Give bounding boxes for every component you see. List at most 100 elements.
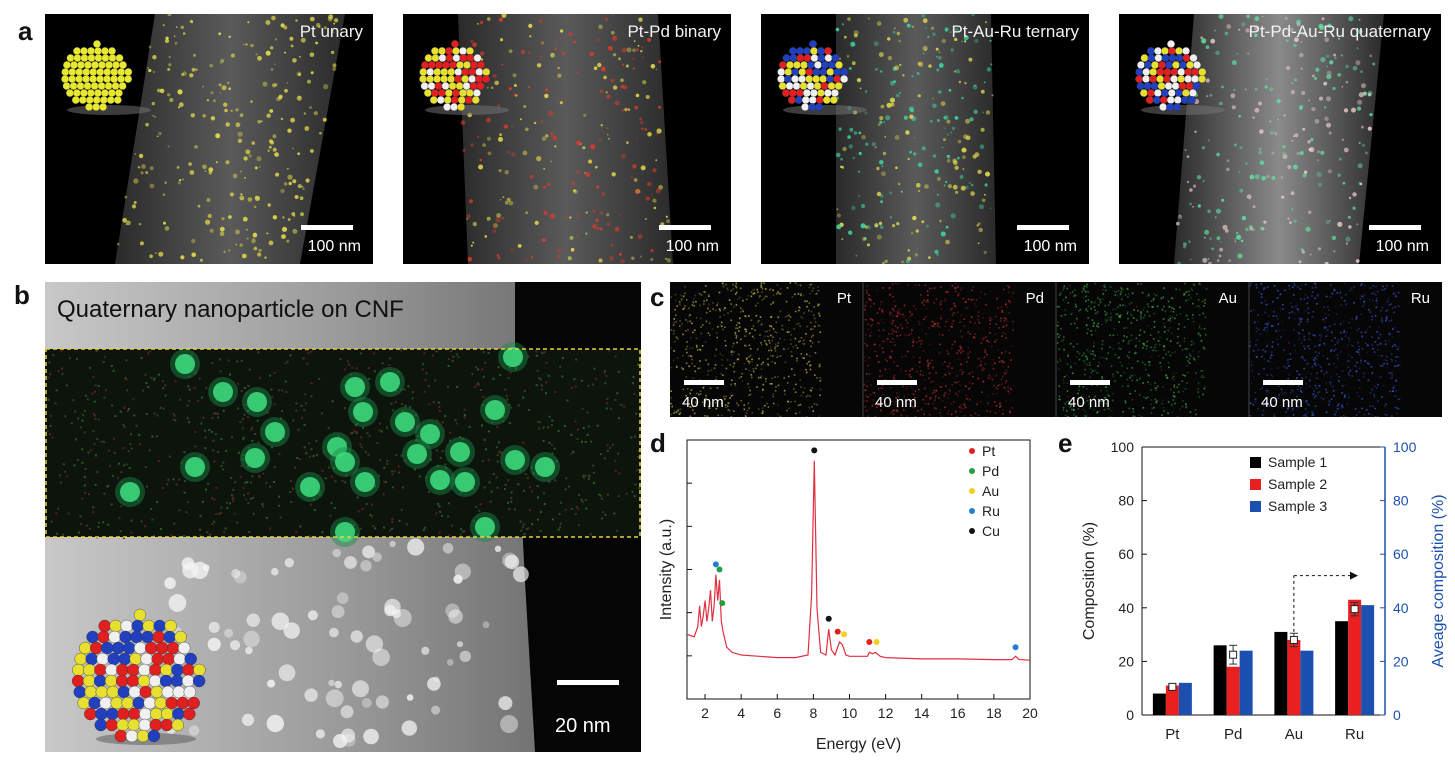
map-signal xyxy=(1203,348,1206,350)
map-signal xyxy=(1138,414,1141,417)
nanoparticle xyxy=(622,63,625,66)
map-signal xyxy=(977,366,979,368)
nanoparticle xyxy=(1321,17,1325,21)
nanoparticle xyxy=(937,56,942,60)
map-signal xyxy=(1275,315,1278,317)
map-signal xyxy=(970,414,972,417)
atom xyxy=(106,685,120,699)
map-signal xyxy=(911,367,913,370)
map-signal xyxy=(1126,378,1129,381)
map-signal xyxy=(1171,377,1174,380)
nanoparticle xyxy=(569,216,572,219)
map-signal xyxy=(1339,351,1342,353)
nanoparticle xyxy=(974,38,979,43)
map-signal xyxy=(1130,374,1133,377)
map-signal xyxy=(1320,366,1322,368)
map-noise xyxy=(306,349,309,352)
nanoparticle xyxy=(548,110,554,116)
map-noise xyxy=(257,441,260,444)
map-signal xyxy=(760,363,763,366)
map-signal xyxy=(1386,315,1388,318)
nanoparticle xyxy=(554,47,558,51)
map-signal xyxy=(870,299,872,301)
nanoparticle xyxy=(254,166,258,170)
map-signal xyxy=(799,340,801,342)
map-signal xyxy=(1109,286,1111,288)
map-noise xyxy=(608,349,611,352)
map-noise xyxy=(281,389,284,392)
panel-label-a: a xyxy=(18,16,33,46)
map-signal xyxy=(1121,364,1123,367)
map-noise xyxy=(82,413,85,416)
map-signal xyxy=(759,316,762,318)
map-signal xyxy=(987,402,989,405)
map-signal xyxy=(1086,310,1089,312)
nanoparticle xyxy=(1214,216,1217,219)
atom xyxy=(796,47,804,55)
nanoparticle xyxy=(1299,151,1304,155)
map-signal xyxy=(1159,336,1161,338)
map-signal xyxy=(1364,331,1367,334)
map-noise xyxy=(539,510,542,513)
map-signal xyxy=(955,287,957,289)
map-signal xyxy=(708,322,711,325)
map-signal xyxy=(1106,319,1108,321)
map-signal xyxy=(905,373,907,375)
map-noise xyxy=(68,357,71,360)
map-noise xyxy=(213,460,216,463)
map-noise xyxy=(590,440,592,443)
map-signal xyxy=(735,327,737,329)
nanoparticle xyxy=(288,181,292,186)
map-signal xyxy=(722,282,724,285)
map-signal xyxy=(1147,373,1149,376)
map-signal xyxy=(728,409,731,412)
map-signal xyxy=(939,343,941,346)
map-signal xyxy=(1386,363,1389,365)
map-signal xyxy=(708,407,711,409)
nanoparticle xyxy=(836,208,839,211)
map-signal xyxy=(891,410,893,413)
map-signal xyxy=(743,408,746,411)
map-noise xyxy=(85,394,88,397)
map-signal xyxy=(1132,411,1135,413)
map-signal xyxy=(958,349,960,352)
map-signal xyxy=(751,327,753,330)
map-signal xyxy=(1068,400,1070,403)
map-signal xyxy=(760,284,762,287)
atom xyxy=(1177,75,1186,83)
map-noise xyxy=(379,422,381,425)
map-signal xyxy=(910,385,912,388)
map-signal xyxy=(1360,361,1362,364)
nanoparticle xyxy=(158,131,162,136)
map-noise xyxy=(262,505,265,508)
map-signal xyxy=(1395,360,1397,362)
nanoparticle xyxy=(223,250,227,254)
nanoparticle xyxy=(640,165,646,171)
map-signal xyxy=(690,406,693,408)
map-signal xyxy=(1397,398,1399,401)
map-signal xyxy=(995,386,997,389)
map-noise xyxy=(500,451,503,454)
map-signal xyxy=(1061,340,1063,342)
map-signal xyxy=(910,376,912,378)
map-noise xyxy=(482,403,484,406)
map-signal xyxy=(769,288,771,291)
map-signal xyxy=(744,315,747,318)
map-signal xyxy=(765,378,767,380)
nanoparticle xyxy=(262,81,268,87)
map-signal xyxy=(1063,285,1066,288)
nanoparticle-map xyxy=(245,448,265,468)
map-signal xyxy=(864,389,866,392)
map-signal xyxy=(1101,347,1103,350)
map-noise xyxy=(118,462,120,465)
map-signal xyxy=(1384,288,1386,290)
nanoparticle xyxy=(361,698,372,708)
nanoparticle xyxy=(148,68,152,73)
map-signal xyxy=(955,283,957,285)
map-noise xyxy=(490,490,493,493)
map-noise xyxy=(93,443,96,445)
map-signal xyxy=(725,395,727,398)
map-noise xyxy=(439,510,442,513)
map-signal xyxy=(722,285,725,288)
map-signal xyxy=(759,334,761,336)
